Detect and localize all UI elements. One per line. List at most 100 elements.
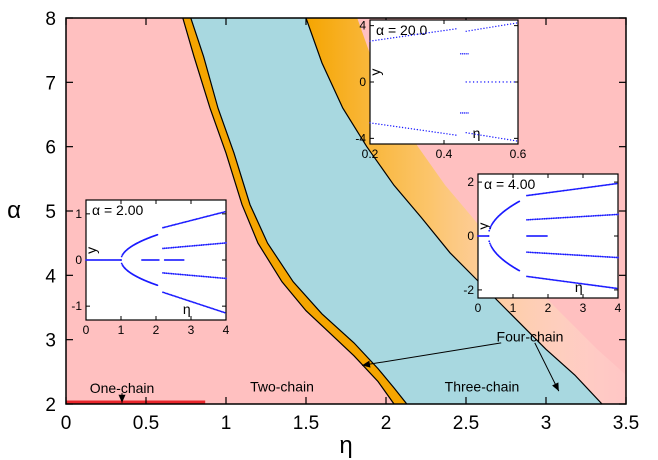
curve-point: [157, 259, 160, 261]
curve-point: [407, 127, 410, 130]
curve-point: [208, 214, 211, 217]
curve-point: [200, 275, 203, 278]
curve-point: [583, 254, 586, 257]
curve-point: [162, 247, 164, 250]
curve-point: [191, 301, 194, 303]
curve-point: [513, 81, 515, 83]
curve-point: [182, 259, 185, 261]
curve-point: [569, 281, 572, 284]
curve-point: [613, 256, 616, 259]
curve-point: [372, 40, 374, 42]
curve-point: [551, 191, 554, 194]
curve-point: [503, 138, 506, 140]
curve-point: [387, 37, 389, 40]
curve-point: [579, 187, 582, 190]
curve-point: [223, 277, 226, 280]
curve-point: [509, 139, 512, 141]
curve-point: [220, 310, 223, 313]
curve-point: [545, 278, 548, 280]
curve-point: [449, 29, 451, 31]
inset-2: 0.2 0.4 0.6 -4 0 4 η y α = 20.0: [355, 19, 526, 161]
curve-point: [563, 189, 566, 192]
curve-point: [536, 218, 539, 221]
curve-point: [202, 216, 205, 219]
curve-point: [610, 183, 612, 186]
curve-point: [540, 277, 542, 280]
curve-point: [164, 226, 167, 228]
curve-point: [177, 222, 180, 225]
inset-y-label: y: [475, 223, 491, 230]
curve-point: [528, 275, 531, 278]
curve-point: [580, 187, 583, 190]
curve-point: [554, 252, 556, 255]
curve-point: [384, 124, 386, 126]
curve-point: [469, 81, 471, 83]
curve-point: [547, 252, 549, 255]
curve-point: [183, 245, 185, 248]
curve-point: [554, 217, 556, 220]
curve-point: [587, 254, 590, 257]
curve-point: [488, 240, 491, 243]
curve-point: [200, 244, 203, 246]
curve-point: [531, 251, 534, 254]
curve-point: [545, 252, 548, 255]
curve-point: [617, 213, 619, 216]
curve-point: [489, 227, 491, 230]
inset-curves: [369, 22, 518, 142]
curve-point: [211, 307, 213, 310]
curve-point: [172, 246, 175, 249]
curve-point: [594, 185, 597, 188]
curve-point: [410, 128, 413, 130]
curve-point: [212, 276, 215, 279]
curve-point: [208, 306, 211, 309]
curve-point: [531, 276, 534, 279]
curve-point: [605, 286, 608, 288]
curve-point: [198, 275, 201, 278]
curve-point: [188, 274, 191, 277]
curve-point: [202, 244, 205, 246]
inset-x-tick-label: 0: [475, 301, 482, 315]
curve-point: [573, 216, 576, 218]
curve-point: [205, 305, 208, 308]
curve-point: [583, 283, 586, 285]
curve-point: [179, 273, 182, 276]
curve-point: [197, 302, 199, 305]
curve-point: [576, 215, 579, 218]
curve-point: [207, 276, 210, 278]
curve-point: [198, 217, 201, 220]
curve-point: [491, 81, 493, 83]
curve-point: [428, 130, 430, 133]
curve-point: [207, 243, 210, 246]
curve-point: [167, 272, 170, 275]
curve-point: [548, 252, 551, 255]
curve-point: [480, 134, 482, 136]
curve-point: [587, 215, 590, 218]
curve-point: [120, 259, 122, 261]
curve-point: [527, 194, 530, 197]
curve-point: [555, 279, 558, 282]
curve-point: [585, 215, 588, 218]
curve-point: [401, 35, 404, 38]
curve-point: [515, 140, 518, 142]
curve-point: [615, 287, 618, 290]
curve-point: [413, 128, 416, 130]
inset-y-tick-label: 0: [75, 253, 82, 267]
curve-point: [559, 216, 562, 219]
curve-point: [215, 213, 218, 215]
curve-point: [201, 216, 204, 219]
curve-point: [443, 29, 445, 32]
curve-point: [486, 135, 488, 137]
curve-point: [225, 277, 227, 280]
inset-alpha-label: α = 20.0: [376, 22, 428, 38]
curve-point: [375, 123, 377, 125]
curve-point: [184, 274, 187, 276]
inset-y-tick-label: 2: [467, 175, 474, 189]
curve-point: [591, 185, 594, 188]
curve-point: [221, 242, 224, 245]
curve-point: [184, 245, 187, 248]
curve-point: [398, 36, 401, 38]
curve-point: [548, 191, 551, 194]
curve-point: [211, 243, 213, 246]
curve-point: [561, 190, 563, 192]
